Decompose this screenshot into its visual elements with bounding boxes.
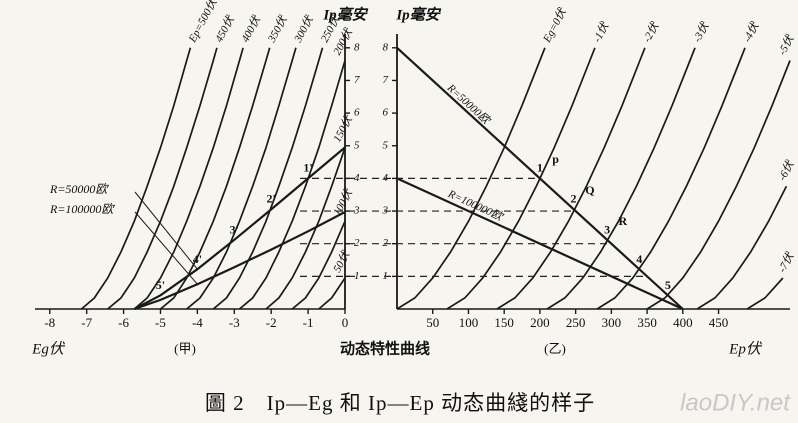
point-label: p xyxy=(552,152,559,166)
point-label: 3' xyxy=(230,222,239,236)
point-label: 4 xyxy=(636,252,642,266)
y-axis-title: Ip毫安 xyxy=(395,5,441,23)
y-tick-label: 5 xyxy=(383,139,389,151)
point-label: R xyxy=(618,214,627,228)
series-label: R=50000欧 xyxy=(49,182,109,196)
y-tick-label: 6 xyxy=(354,107,360,119)
x-tick-label: -3 xyxy=(229,315,240,330)
x-tick-label: 50 xyxy=(426,315,439,330)
caption: 圖 2 Ip—Eg 和 Ip—Ep 动态曲綫的样子 xyxy=(205,391,595,415)
point-label: 1' xyxy=(303,160,312,174)
y-tick-label: 6 xyxy=(383,107,389,119)
y-tick-label: 1 xyxy=(354,270,360,282)
y-tick-label: 8 xyxy=(383,41,389,53)
note: 动态特性曲线 xyxy=(340,339,430,357)
x-tick-label: 400 xyxy=(673,315,693,330)
point-label: 4' xyxy=(193,252,202,266)
point-label: 2 xyxy=(570,191,576,205)
x-axis-title: Eg伏 xyxy=(31,340,66,357)
x-tick-label: 450 xyxy=(709,315,729,330)
x-tick-label: -8 xyxy=(44,315,55,330)
curve xyxy=(159,47,271,310)
point-label: 5 xyxy=(665,278,671,292)
y-tick-label: 5 xyxy=(354,139,360,151)
y-tick-label: 7 xyxy=(383,74,389,86)
load-line xyxy=(133,211,346,311)
curve xyxy=(646,60,791,310)
load-line xyxy=(396,177,684,311)
x-tick-label: -7 xyxy=(81,315,92,330)
load-line xyxy=(133,146,346,310)
x-tick-label: 0 xyxy=(342,315,349,330)
x-tick-label: -2 xyxy=(266,315,277,330)
panel-label: (乙) xyxy=(544,341,566,356)
curve xyxy=(546,47,696,310)
panel-label: (甲) xyxy=(174,341,196,356)
curve xyxy=(596,47,746,310)
curve xyxy=(746,277,784,310)
point-label: 5' xyxy=(156,278,165,292)
curve xyxy=(696,185,788,310)
x-tick-label: -1 xyxy=(303,315,314,330)
curve xyxy=(265,147,346,310)
curve xyxy=(133,47,244,310)
series-label: R=100000欧 xyxy=(49,202,115,216)
y-tick-label: 2 xyxy=(354,237,360,249)
point-label: 1 xyxy=(537,160,543,174)
leader xyxy=(134,211,198,285)
curve xyxy=(107,47,218,310)
curve xyxy=(496,47,646,310)
curve xyxy=(186,47,297,310)
point-label: 3 xyxy=(604,222,610,236)
point-label: Q xyxy=(585,183,594,197)
y-tick-label: 8 xyxy=(354,41,360,53)
x-tick-label: 250 xyxy=(566,315,586,330)
x-tick-label: 150 xyxy=(494,315,514,330)
y-axis-title: Ip毫安 xyxy=(322,5,368,23)
x-tick-label: 200 xyxy=(530,315,550,330)
x-tick-label: -4 xyxy=(192,315,203,330)
curve xyxy=(396,47,546,310)
leader xyxy=(134,191,198,270)
curve xyxy=(318,277,346,310)
curve xyxy=(446,47,596,310)
curve xyxy=(80,47,192,310)
curve xyxy=(238,60,346,310)
curve xyxy=(212,47,324,310)
y-tick-label: 7 xyxy=(354,74,360,86)
load-line xyxy=(396,46,684,310)
x-tick-label: -6 xyxy=(118,315,129,330)
y-tick-label: 3 xyxy=(353,205,360,217)
x-tick-label: 100 xyxy=(459,315,479,330)
x-tick-label: -5 xyxy=(155,315,166,330)
watermark: laoDIY.net xyxy=(680,389,791,416)
point-label: 2' xyxy=(267,191,276,205)
x-tick-label: 350 xyxy=(637,315,657,330)
y-tick-label: 4 xyxy=(354,172,360,184)
curve xyxy=(291,220,346,310)
x-axis-title: Ep伏 xyxy=(728,340,763,357)
x-tick-label: 300 xyxy=(602,315,622,330)
